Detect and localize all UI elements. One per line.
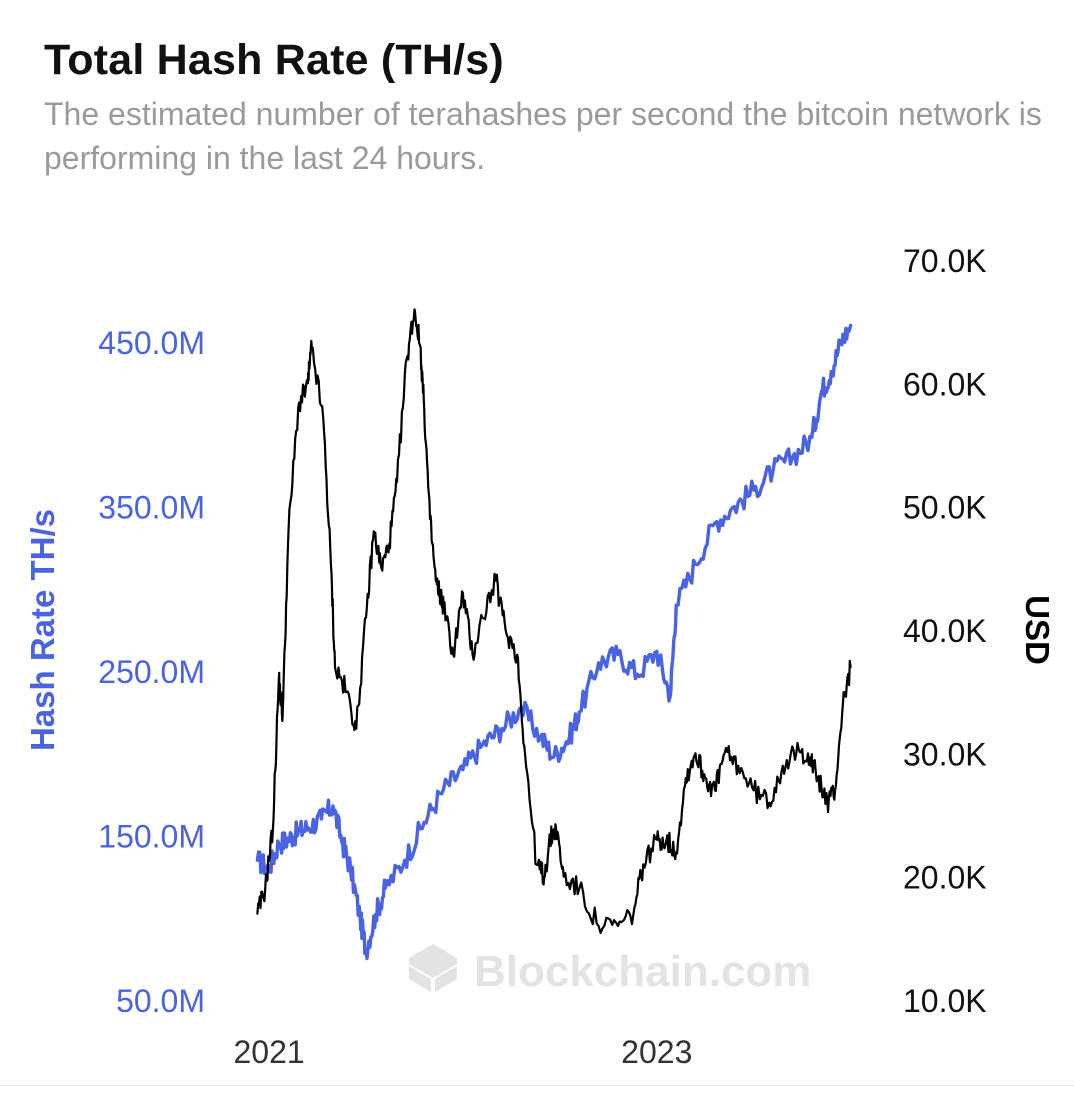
right-tick-label: 20.0K bbox=[903, 860, 987, 896]
blockchain-logo-icon bbox=[409, 944, 457, 992]
usd-price-series-line bbox=[256, 308, 852, 934]
right-axis-ticks: 10.0K 20.0K 30.0K 40.0K 50.0K 60.0K 70.0K bbox=[903, 243, 987, 1019]
hash-rate-series-line bbox=[255, 323, 853, 961]
chart-subtitle: The estimated number of terahashes per s… bbox=[44, 96, 1042, 176]
left-tick-label: 250.0M bbox=[98, 654, 205, 690]
right-tick-label: 70.0K bbox=[903, 243, 987, 279]
right-axis-label: USD bbox=[1019, 595, 1056, 665]
left-tick-label: 50.0M bbox=[116, 983, 205, 1019]
left-axis-label: Hash Rate TH/s bbox=[24, 509, 61, 751]
bottom-divider bbox=[0, 1085, 1074, 1086]
right-tick-label: 50.0K bbox=[903, 490, 987, 526]
watermark: Blockchain.com bbox=[409, 944, 811, 996]
x-tick-label: 2023 bbox=[621, 1034, 692, 1070]
right-tick-label: 60.0K bbox=[903, 366, 987, 402]
left-tick-label: 350.0M bbox=[98, 490, 205, 526]
left-axis-ticks: 50.0M 150.0M 250.0M 350.0M 450.0M bbox=[98, 325, 205, 1019]
x-axis-ticks: 2021 2023 bbox=[233, 1034, 692, 1070]
left-tick-label: 450.0M bbox=[98, 325, 205, 361]
x-tick-label: 2021 bbox=[233, 1034, 304, 1070]
right-tick-label: 30.0K bbox=[903, 736, 987, 772]
right-tick-label: 10.0K bbox=[903, 983, 987, 1019]
right-tick-label: 40.0K bbox=[903, 613, 987, 649]
series-layer bbox=[255, 308, 853, 961]
watermark-text: Blockchain.com bbox=[474, 947, 811, 996]
chart-title: Total Hash Rate (TH/s) bbox=[44, 36, 504, 84]
left-tick-label: 150.0M bbox=[98, 819, 205, 855]
